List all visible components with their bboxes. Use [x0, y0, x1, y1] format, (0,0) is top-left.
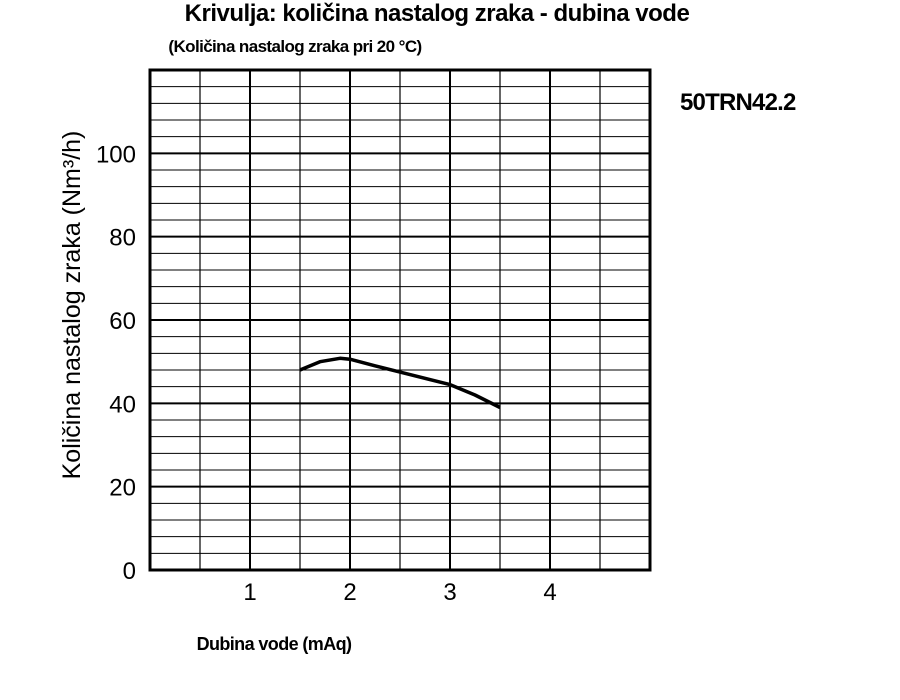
- plot-frame: [148, 68, 652, 572]
- x-tick-label: 2: [343, 579, 356, 606]
- y-tick-labels: 0 20 40 60 80 100: [96, 141, 136, 585]
- y-axis-label: Količina nastalog zraka (Nm³/h): [58, 131, 86, 480]
- model-label: 50TRN42.2: [680, 89, 796, 116]
- x-tick-label: 4: [543, 579, 556, 606]
- y-tick-label: 80: [109, 225, 136, 252]
- y-tick-label: 100: [96, 141, 136, 168]
- grid-major: [150, 70, 650, 570]
- y-tick-label: 20: [109, 475, 136, 502]
- series-layer: [299, 356, 501, 410]
- series-line: [299, 356, 501, 410]
- x-tick-label: 1: [243, 579, 256, 606]
- y-tick-label: 40: [109, 391, 136, 418]
- y-tick-label: 0: [123, 558, 136, 585]
- x-axis-label: Dubina vode (mAq): [197, 634, 352, 654]
- x-tick-labels: 1 2 3 4: [243, 579, 556, 606]
- x-tick-label: 3: [443, 579, 456, 606]
- y-tick-label: 60: [109, 308, 136, 335]
- chart-title: Krivulja: količina nastalog zraka - dubi…: [185, 0, 690, 27]
- chart-subtitle: (Količina nastalog zraka pri 20 °C): [168, 37, 421, 56]
